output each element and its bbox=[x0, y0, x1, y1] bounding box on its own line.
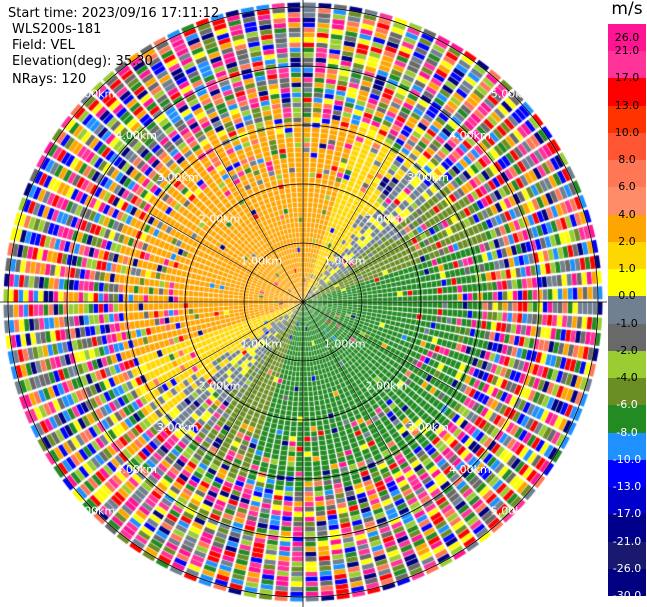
colorbar-segment bbox=[608, 514, 646, 543]
range-ring-label: 5.00km bbox=[74, 87, 116, 100]
colorbar-tick-label: 13.0 bbox=[614, 98, 640, 112]
colorbar-tick-label: 21.0 bbox=[614, 44, 640, 58]
colorbar-tick-label: 10.0 bbox=[614, 125, 640, 139]
colorbar-tick-label: 26.0 bbox=[614, 31, 640, 44]
range-ring-label: 4.00km bbox=[449, 463, 491, 476]
range-ring-label: 3.00km bbox=[157, 421, 199, 434]
colorbar-segment bbox=[608, 541, 646, 570]
colorbar-tick-label: -30.0 bbox=[612, 589, 642, 602]
colorbar-tick-label: -8.0 bbox=[616, 425, 638, 439]
colorbar-segment bbox=[608, 378, 646, 406]
colorbar-segment bbox=[608, 350, 646, 379]
colorbar-tick-label: -21.0 bbox=[612, 534, 642, 548]
colorbar-segment bbox=[608, 296, 646, 325]
colorbar-segment bbox=[608, 269, 646, 297]
colorbar-segment bbox=[608, 432, 646, 461]
colorbar-unit: m/s bbox=[611, 0, 643, 19]
colorbar-tick-label: -10.0 bbox=[612, 452, 642, 466]
field-label: Field: VEL bbox=[12, 38, 75, 53]
colorbar: 26.0 21.0 17.0 13.0 10.0 8.0 6.0 4.0 2.0 1.0 0.0 -1… bbox=[608, 24, 646, 602]
colorbar-segment bbox=[608, 187, 646, 216]
colorbar-tick-label: -13.0 bbox=[612, 480, 642, 494]
colorbar-segment bbox=[608, 405, 646, 434]
range-ring-label: 2.00km bbox=[199, 213, 241, 226]
range-ring-label: 4.00km bbox=[115, 129, 157, 142]
nrays-label: NRays: 120 bbox=[12, 72, 87, 87]
colorbar-segment bbox=[608, 24, 646, 52]
colorbar-tick-label: -6.0 bbox=[616, 398, 638, 412]
ppi-overlay: 1.00km 1.00km 1.00km 1.00km 2.00km 2.00km 2.00… bbox=[0, 0, 607, 607]
colorbar-segment bbox=[608, 160, 646, 188]
start-time-label: Start time: 2023/09/16 17:11:12 bbox=[8, 6, 220, 21]
spoke-line bbox=[302, 213, 457, 303]
colorbar-segment bbox=[608, 214, 646, 243]
colorbar-tick-label: -1.0 bbox=[616, 316, 638, 330]
colorbar-tick-label: 8.0 bbox=[618, 153, 636, 167]
spoke-line bbox=[149, 301, 304, 391]
colorbar-segment bbox=[608, 459, 646, 488]
colorbar-tick-label: -4.0 bbox=[616, 371, 638, 385]
spoke-line bbox=[149, 213, 304, 303]
range-ring-label: 3.00km bbox=[407, 421, 449, 434]
colorbar-tick-label: 6.0 bbox=[618, 180, 636, 194]
range-ring-label: 2.00km bbox=[199, 379, 241, 392]
range-ring-label: 5.00km bbox=[491, 87, 533, 100]
spoke-line bbox=[302, 148, 392, 303]
range-ring-label: 2.00km bbox=[366, 379, 408, 392]
colorbar-tick-label: 1.0 bbox=[618, 262, 636, 276]
range-ring-label: 5.00km bbox=[74, 505, 116, 518]
colorbar-tick-label: 17.0 bbox=[614, 71, 640, 85]
colorbar-tick-label: 4.0 bbox=[618, 207, 636, 221]
colorbar-tick-label: -26.0 bbox=[612, 561, 642, 575]
colorbar-segment bbox=[608, 132, 646, 161]
instrument-label: WLS200s-181 bbox=[12, 22, 102, 37]
ppi-plot bbox=[0, 0, 607, 607]
spoke-line bbox=[302, 301, 392, 456]
spoke-line bbox=[214, 148, 304, 303]
range-ring-label: 4.00km bbox=[115, 463, 157, 476]
colorbar-segment bbox=[608, 78, 646, 107]
range-ring-label: 1.00km bbox=[324, 254, 366, 267]
range-ring-label: 3.00km bbox=[157, 171, 199, 184]
colorbar-segment bbox=[608, 568, 646, 597]
colorbar-segment bbox=[608, 323, 646, 352]
colorbar-segment bbox=[608, 51, 646, 79]
range-ring-label: 1.00km bbox=[240, 338, 282, 351]
range-ring-label: 1.00km bbox=[324, 338, 366, 351]
colorbar-segment bbox=[608, 487, 646, 515]
range-ring-label: 3.00km bbox=[407, 171, 449, 184]
spoke-line bbox=[214, 301, 304, 456]
colorbar-segment bbox=[608, 105, 646, 134]
range-ring-label: 2.00km bbox=[366, 213, 408, 226]
colorbar-tick-label: -17.0 bbox=[612, 507, 642, 521]
elevation-label: Elevation(deg): 35.30 bbox=[12, 54, 153, 69]
colorbar-segment bbox=[608, 241, 646, 270]
range-ring-label: 4.00km bbox=[449, 129, 491, 142]
colorbar-tick-label: -2.0 bbox=[616, 343, 638, 357]
colorbar-tick-label: 2.0 bbox=[618, 234, 636, 248]
range-ring-label: 1.00km bbox=[240, 254, 282, 267]
colorbar-tick-label: 0.0 bbox=[618, 289, 636, 303]
range-ring-label: 5.00km bbox=[491, 505, 533, 518]
spoke-line bbox=[302, 301, 457, 391]
